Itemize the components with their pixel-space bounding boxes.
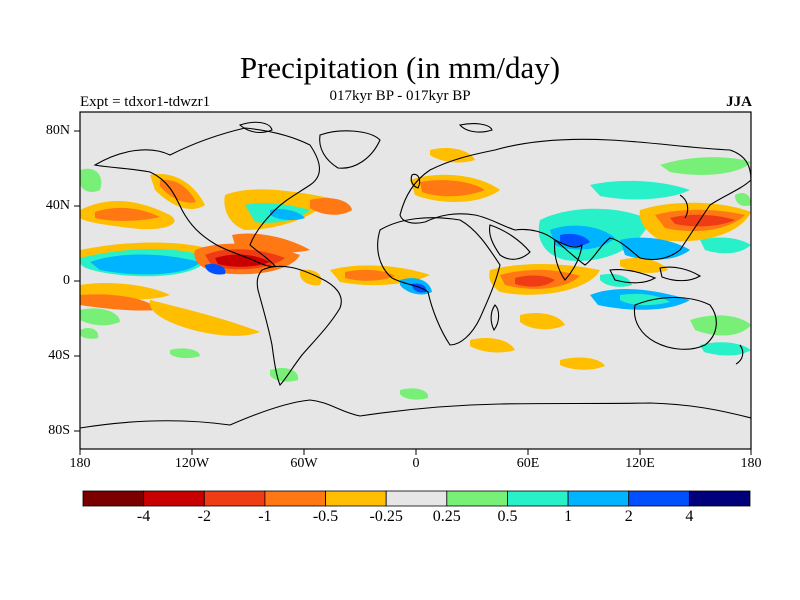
- lat-label-40s: 40S: [48, 348, 70, 363]
- colorbar-swatch: [143, 490, 205, 507]
- colorbar-swatch: [325, 490, 387, 507]
- lon-label-180w: 180: [69, 456, 91, 471]
- chart-title: Precipitation (in mm/day): [239, 50, 561, 85]
- lon-label-180e: 180: [740, 456, 762, 471]
- colorbar-tick-label: -0.5: [312, 508, 339, 525]
- colorbar-swatch: [385, 490, 448, 507]
- chart-subtitle: 017kyr BP - 017kyr BP: [329, 88, 471, 104]
- colorbar-tick-label: 2: [624, 508, 633, 525]
- colorbar-tick-label: -4: [136, 508, 151, 525]
- colorbar-swatch: [688, 490, 751, 507]
- experiment-label: Expt = tdxor1-tdwzr1: [80, 94, 211, 110]
- lon-label-120w: 120W: [174, 456, 210, 471]
- axis-ticks: [74, 130, 752, 455]
- colorbar-tick-label: -0.25: [369, 508, 403, 525]
- lat-label-80s: 80S: [48, 423, 70, 438]
- colorbar-tick-label: 0.25: [432, 508, 461, 525]
- lat-label-40n: 40N: [45, 198, 70, 213]
- colorbar-tick-label: 0.5: [497, 508, 518, 525]
- colorbar: [82, 490, 751, 507]
- coastlines: [80, 121, 751, 429]
- colorbar-swatch: [446, 490, 508, 507]
- colorbar-swatch: [82, 490, 145, 507]
- lon-label-60w: 60W: [290, 456, 318, 471]
- colorbar-tick-label: -2: [197, 508, 211, 525]
- colorbar-swatch: [507, 490, 569, 507]
- colorbar-tick-label: 4: [685, 508, 694, 525]
- colorbar-tick-label: -1: [258, 508, 272, 525]
- lon-label-60e: 60E: [516, 456, 540, 471]
- lon-label-120e: 120E: [625, 456, 655, 471]
- lon-label-0: 0: [412, 456, 420, 471]
- colorbar-swatch: [628, 490, 690, 507]
- colorbar-swatch: [264, 490, 326, 507]
- lat-label-0: 0: [63, 273, 70, 288]
- colorbar-swatch: [203, 490, 266, 507]
- lat-label-80n: 80N: [45, 123, 70, 138]
- colorbar-swatch: [567, 490, 630, 507]
- season-label: JJA: [726, 94, 752, 110]
- colorbar-tick-label: 1: [564, 508, 573, 525]
